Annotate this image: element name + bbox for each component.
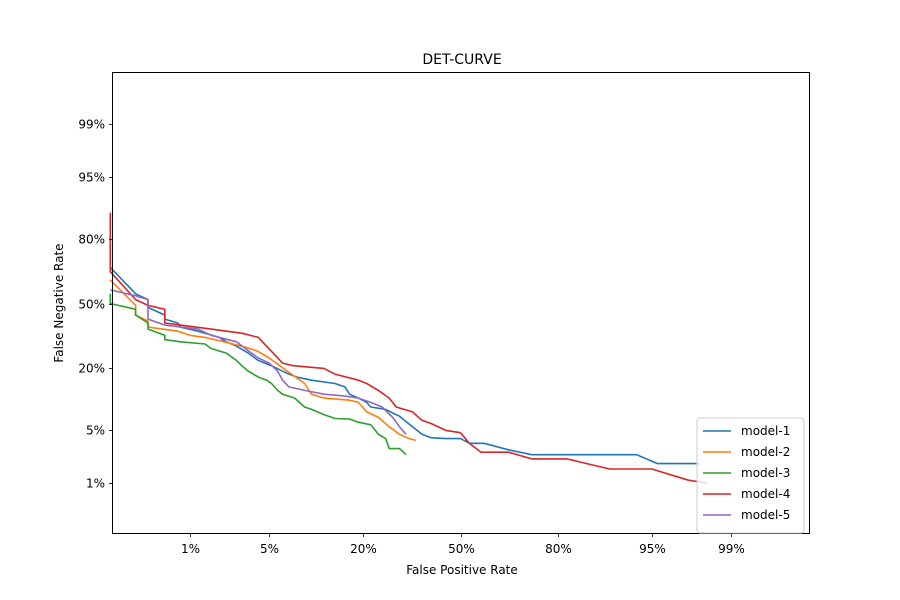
x-tick-label: 50% <box>448 542 475 556</box>
legend-label-model-5: model-5 <box>741 508 790 522</box>
legend-label-model-1: model-1 <box>741 424 790 438</box>
y-tick-label: 20% <box>78 362 105 376</box>
x-tick-label: 95% <box>639 542 666 556</box>
x-tick-label: 20% <box>350 542 377 556</box>
legend-label-model-2: model-2 <box>741 445 790 459</box>
series-line-model-3 <box>109 293 407 456</box>
y-tick-label: 80% <box>78 233 105 247</box>
x-tick-label: 80% <box>545 542 572 556</box>
series-layer <box>109 212 708 484</box>
y-axis-label: False Negative Rate <box>52 243 66 362</box>
legend-label-model-3: model-3 <box>741 466 790 480</box>
y-tick-label: 50% <box>78 298 105 312</box>
plot-frame <box>112 72 810 534</box>
y-axis-ticks: 1% 5% 20% 50% 80% 95% 99% <box>78 118 113 491</box>
x-axis-ticks: 1% 5% 20% 50% 80% 95% 99% <box>181 533 745 556</box>
legend: model-1 model-2 model-3 model-4 model-5 <box>696 417 805 534</box>
y-tick-label: 99% <box>78 118 105 132</box>
legend-box <box>696 417 805 534</box>
x-tick-label: 99% <box>718 542 745 556</box>
y-tick-label: 5% <box>86 424 105 438</box>
chart-title: DET-CURVE <box>422 52 501 68</box>
x-tick-label: 5% <box>260 542 279 556</box>
y-tick-label: 95% <box>78 171 105 185</box>
legend-label-model-4: model-4 <box>741 487 790 501</box>
x-axis-label: False Positive Rate <box>406 563 518 577</box>
series-line-model-5 <box>110 289 407 435</box>
series-line-model-4 <box>109 212 708 484</box>
x-tick-label: 1% <box>181 542 200 556</box>
y-tick-label: 1% <box>86 477 105 491</box>
